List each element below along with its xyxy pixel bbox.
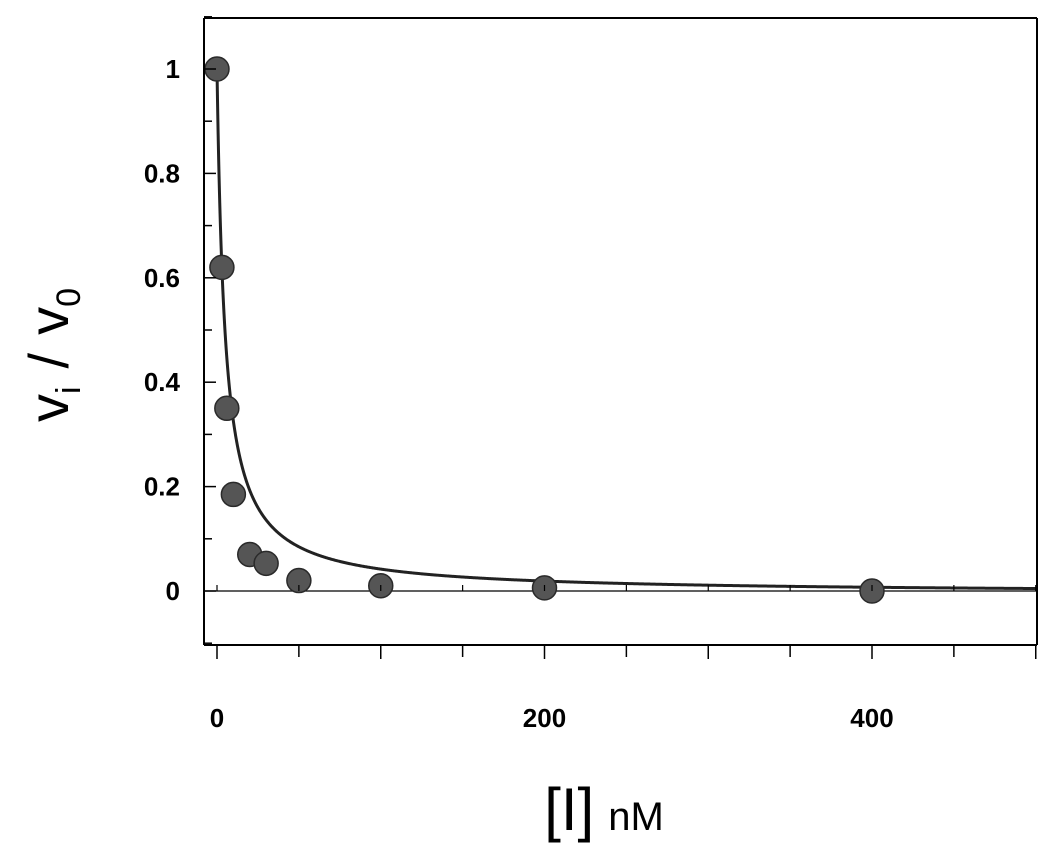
x-tick-label: 0 xyxy=(210,703,224,733)
data-point xyxy=(214,395,240,422)
y-tick-label: 0 xyxy=(166,576,180,606)
data-point xyxy=(220,481,247,508)
y-tick-label: 0.8 xyxy=(144,158,180,188)
x-tick-label: 200 xyxy=(523,703,566,733)
y-tick-label: 0.2 xyxy=(144,472,180,502)
y-tick-label: 0.6 xyxy=(144,263,180,293)
data-point xyxy=(286,567,312,594)
x-axis-title: [I] nM xyxy=(544,776,664,843)
data-point xyxy=(253,550,279,577)
y-axis-title: vi/v0 xyxy=(17,288,88,422)
data-point xyxy=(209,254,235,281)
y-tick-label: 1 xyxy=(166,54,180,84)
y-tick-label: 0.4 xyxy=(144,367,181,397)
x-tick-label: 400 xyxy=(850,703,893,733)
